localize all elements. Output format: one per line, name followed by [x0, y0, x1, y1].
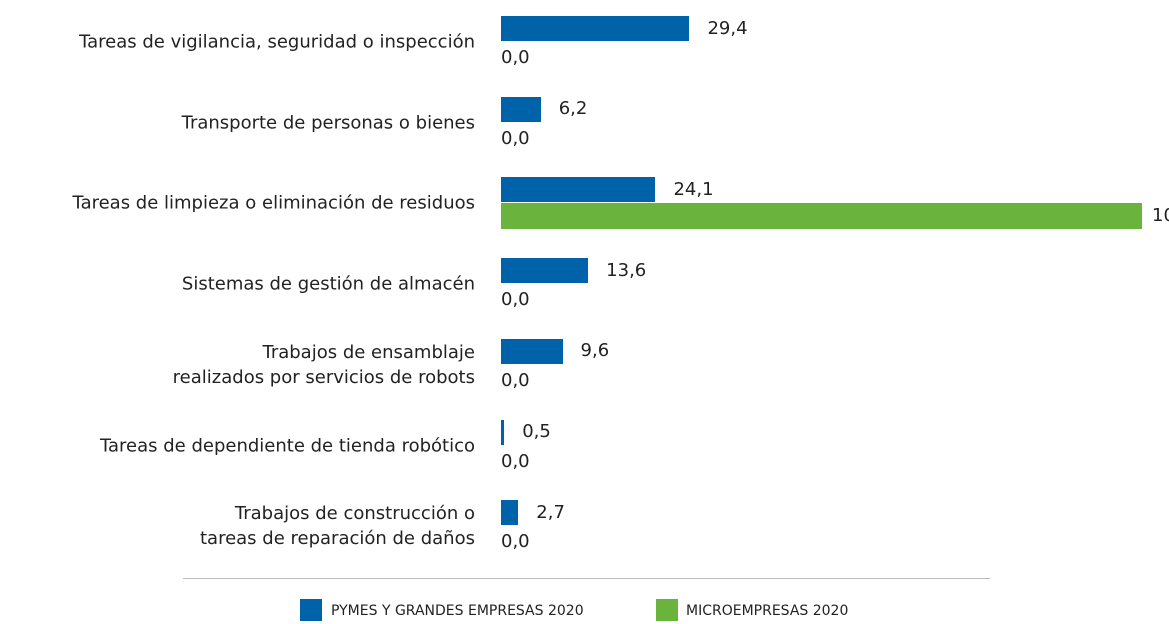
value-label: 0,0 [501, 531, 530, 553]
value-label: 6,2 [558, 98, 588, 120]
legend-label: PYMES Y GRANDES EMPRESAS 2020 [331, 603, 584, 619]
bar [501, 96, 541, 122]
value-label: 0,0 [501, 289, 530, 311]
separator [183, 578, 990, 579]
value-label: 24,1 [673, 178, 714, 200]
category-label: Trabajos de construcción o tareas de rep… [199, 503, 475, 550]
value-label: 9,6 [580, 340, 610, 362]
legend-label: MICROEMPRESAS 2020 [686, 603, 849, 619]
value-label: 100 [1152, 205, 1169, 227]
value-label: 0,0 [501, 450, 530, 472]
value-label: 29,4 [707, 17, 748, 39]
category-label: Transporte de personas o bienes [181, 112, 475, 134]
value-label: 13,6 [606, 259, 647, 281]
value-label: 0,0 [501, 127, 530, 149]
category-label: Trabajos de ensamblaje realizados por se… [172, 341, 475, 388]
bar [501, 177, 656, 203]
value-label: 2,7 [536, 501, 565, 523]
legend-swatch [656, 599, 678, 621]
bar [501, 419, 505, 445]
bar [501, 258, 589, 284]
category-label: Tareas de dependiente de tienda robótico [99, 435, 475, 456]
value-label: 0,0 [501, 47, 530, 68]
legend-swatch [300, 599, 322, 621]
value-label: 0,0 [501, 369, 530, 391]
bar [501, 203, 1142, 230]
bar [501, 16, 690, 41]
bar [501, 338, 563, 364]
category-label: Tareas de vigilancia, seguridad o inspec… [79, 31, 475, 53]
bar [501, 500, 519, 526]
category-label: Tareas de limpieza o eliminación de resi… [72, 192, 475, 214]
category-label: Sistemas de gestión de almacén [181, 273, 475, 295]
value-label: 0,5 [522, 421, 551, 442]
